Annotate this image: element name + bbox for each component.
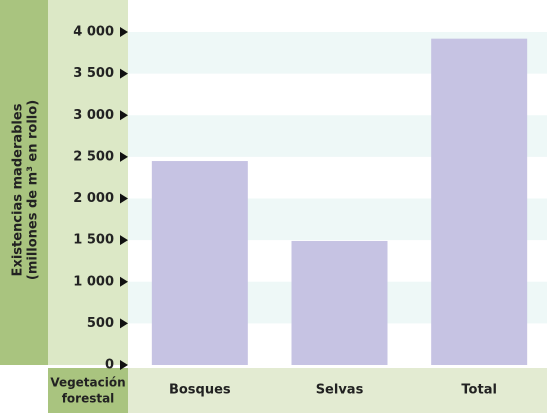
- y-tick-label: 1 000: [73, 274, 114, 289]
- y-axis-title: (millones de m³ en rollo): [26, 100, 41, 280]
- tick-mark: [120, 360, 128, 370]
- y-tick-label: 500: [87, 316, 114, 331]
- bar: [151, 161, 248, 365]
- y-axis-title: Existencias maderables: [11, 103, 26, 276]
- y-tick-label: 3 500: [73, 66, 114, 81]
- tick-mark: [120, 235, 128, 246]
- tick-mark: [120, 318, 128, 329]
- tick-mark: [120, 193, 128, 204]
- tick-mark: [120, 68, 128, 79]
- x-axis-title: forestal: [62, 392, 115, 406]
- y-tick-panel: [48, 0, 128, 365]
- tick-mark: [120, 276, 128, 287]
- tick-mark: [120, 151, 128, 162]
- x-axis-title: Vegetación: [50, 376, 125, 390]
- x-tick-label: Total: [461, 383, 497, 398]
- x-tick-label: Selvas: [316, 383, 364, 398]
- y-tick-label: 4 000: [73, 25, 114, 40]
- x-tick-label: Bosques: [169, 383, 231, 398]
- bar: [291, 240, 388, 365]
- tick-mark: [120, 27, 128, 37]
- y-tick-label: 1 500: [73, 233, 114, 248]
- y-tick-label: 3 000: [73, 108, 114, 123]
- y-title-panel: [0, 0, 48, 365]
- x-title-panel: [48, 368, 128, 413]
- y-tick-label: 2 000: [73, 191, 114, 206]
- bar: [431, 38, 528, 365]
- y-tick-label: 0: [105, 358, 114, 373]
- y-tick-label: 2 500: [73, 149, 114, 164]
- category-panel: [128, 368, 547, 413]
- tick-mark: [120, 110, 128, 121]
